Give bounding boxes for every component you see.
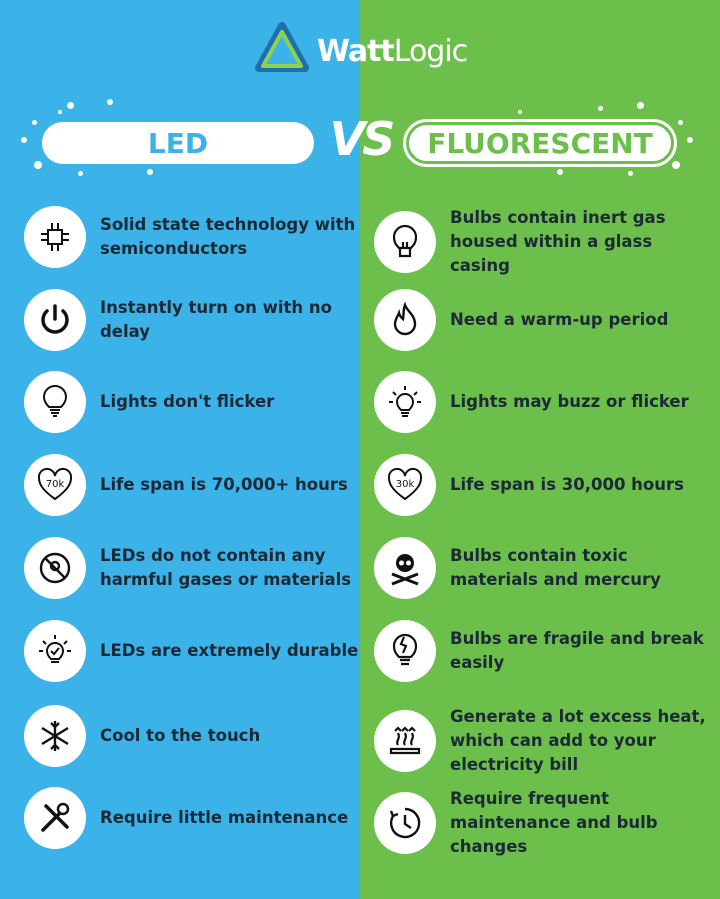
decorative-dot (107, 99, 113, 105)
decorative-dot (687, 137, 693, 143)
fluorescent-item: Require frequent maintenance and bulb ch… (374, 787, 714, 859)
led-item-text: Life span is 70,000+ hours (100, 475, 348, 494)
decorative-dot (672, 161, 680, 169)
led-item: 70k Life span is 70,000+ hours (24, 454, 364, 516)
vs-label: VS (329, 112, 396, 166)
decorative-dot (557, 169, 563, 175)
decorative-dot (34, 161, 42, 169)
no-hazard-icon (24, 537, 86, 599)
fluorescent-item-text: Bulbs contain inert gas housed within a … (450, 208, 666, 275)
fluorescent-item: Lights may buzz or flicker (374, 371, 714, 433)
decorative-dot (677, 119, 683, 125)
power-icon (24, 289, 86, 351)
decorative-dot (66, 101, 74, 109)
bulb-check-icon (24, 620, 86, 682)
decorative-dot (58, 110, 62, 114)
brand-name-light: Logic (393, 33, 468, 69)
fluorescent-item-text: Need a warm-up period (450, 310, 669, 329)
heat-icon (374, 710, 436, 772)
led-item: Require little maintenance (24, 787, 364, 849)
fluorescent-item-text: Bulbs contain toxic materials and mercur… (450, 546, 661, 589)
led-item: Cool to the touch (24, 705, 364, 767)
fluorescent-item: Bulbs are fragile and break easily (374, 620, 714, 682)
broken-bulb-icon (374, 620, 436, 682)
decorative-dot (636, 101, 644, 109)
snowflake-icon (24, 705, 86, 767)
fluorescent-title: FLUORESCENT (403, 119, 677, 167)
led-item-text: LEDs do not contain any harmful gases or… (100, 546, 352, 589)
fluorescent-item-text: Generate a lot excess heat, which can ad… (450, 707, 706, 774)
led-title: LED (42, 122, 314, 164)
fluorescent-item-text: Lights may buzz or flicker (450, 392, 689, 411)
flame-icon (374, 289, 436, 351)
circuit-chip-icon (24, 206, 86, 268)
led-item-text: Instantly turn on with no delay (100, 298, 332, 341)
wattlogic-logo: WattLogic (0, 22, 720, 80)
led-item: Solid state technology with semiconducto… (24, 206, 364, 268)
lightbulb-icon (24, 371, 86, 433)
decorative-dot (518, 110, 522, 114)
fluorescent-item: Generate a lot excess heat, which can ad… (374, 705, 714, 777)
bulb-glow-icon (374, 371, 436, 433)
decorative-dot (21, 137, 27, 143)
bulb-filament-icon (374, 211, 436, 273)
heart-70k-icon-badge: 70k (46, 479, 65, 490)
decorative-dot (31, 119, 37, 125)
decorative-dot (147, 169, 153, 175)
logo-icon (254, 22, 309, 72)
tools-icon (24, 787, 86, 849)
fluorescent-item: Need a warm-up period (374, 289, 714, 351)
heart-30k-icon-badge: 30k (396, 479, 415, 490)
clock-icon (374, 792, 436, 854)
decorative-dot (627, 170, 633, 176)
led-item-text: Cool to the touch (100, 726, 261, 745)
led-item-text: Lights don't flicker (100, 392, 275, 411)
fluorescent-item: Bulbs contain inert gas housed within a … (374, 206, 714, 278)
brand-name-bold: Watt (316, 33, 395, 69)
led-item: LEDs do not contain any harmful gases or… (24, 537, 364, 599)
decorative-dot (77, 170, 83, 176)
fluorescent-item-text: Require frequent maintenance and bulb ch… (450, 789, 658, 856)
led-item-text: Solid state technology with semiconducto… (100, 215, 356, 258)
decorative-dot (597, 105, 603, 111)
skull-crossbones-icon (374, 537, 436, 599)
heart-30k-icon: 30k (374, 454, 436, 516)
fluorescent-item-text: Bulbs are fragile and break easily (450, 629, 704, 672)
led-item: LEDs are extremely durable (24, 620, 364, 682)
led-item-text: Require little maintenance (100, 808, 349, 827)
fluorescent-item: Bulbs contain toxic materials and mercur… (374, 537, 714, 599)
fluorescent-item: 30k Life span is 30,000 hours (374, 454, 714, 516)
led-item: Instantly turn on with no delay (24, 289, 364, 351)
fluorescent-item-text: Life span is 30,000 hours (450, 475, 684, 494)
led-item: Lights don't flicker (24, 371, 364, 433)
led-item-text: LEDs are extremely durable (100, 641, 359, 660)
heart-70k-icon: 70k (24, 454, 86, 516)
